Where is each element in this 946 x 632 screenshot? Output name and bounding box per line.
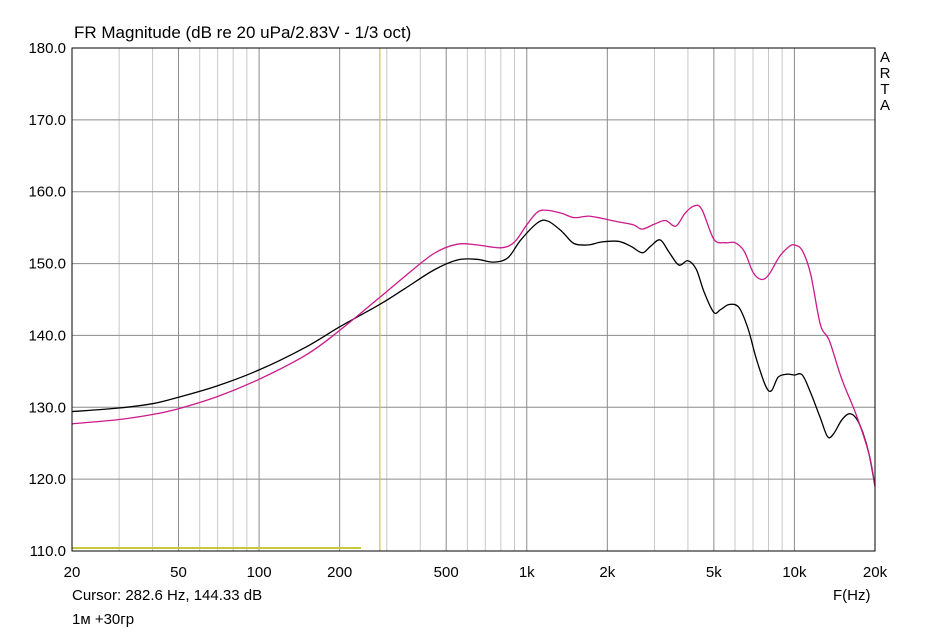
- x-tick-label: 5k: [706, 564, 722, 581]
- y-tick-label: 130.0: [28, 399, 66, 416]
- cursor-readout: Cursor: 282.6 Hz, 144.33 dB: [72, 587, 262, 604]
- x-tick-label: 100: [247, 564, 272, 581]
- y-tick-label: 180.0: [28, 40, 66, 57]
- arta-brand-letter: A: [880, 97, 890, 114]
- chart-title: FR Magnitude (dB re 20 uPa/2.83V - 1/3 o…: [74, 23, 411, 42]
- y-tick-label: 150.0: [28, 256, 66, 273]
- series-layer: [71, 204, 876, 487]
- y-tick-label: 120.0: [28, 471, 66, 488]
- x-tick-label: 50: [170, 564, 187, 581]
- y-tick-label: 110.0: [30, 543, 66, 560]
- y-tick-label: 140.0: [28, 327, 66, 344]
- measurement-caption: 1м +30гр: [72, 611, 134, 628]
- cursor-layer: [72, 48, 381, 551]
- arta-brand-letter: T: [880, 81, 889, 98]
- x-tick-label: 20k: [863, 564, 888, 581]
- x-tick-label: 20: [64, 564, 81, 581]
- arta-brand-letter: R: [880, 65, 891, 82]
- x-tick-label: 1k: [519, 564, 535, 581]
- y-tick-labels: 110.0 120.0 130.0 140.0 150.0 160.0 170.0 180.0: [28, 40, 66, 560]
- x-tick-label: 200: [327, 564, 352, 581]
- series-line-1: [71, 204, 876, 487]
- x-tick-label: 10k: [782, 564, 807, 581]
- plot-frame: [71, 47, 876, 552]
- x-tick-labels: 20 50 100 200 500 1k 2k 5k 10k 20k: [64, 564, 888, 581]
- arta-brand-letter: A: [880, 49, 890, 66]
- x-tick-label: 2k: [599, 564, 615, 581]
- x-axis-label: F(Hz): [833, 587, 871, 604]
- series-line-0: [71, 219, 876, 487]
- x-tick-label: 500: [434, 564, 459, 581]
- y-tick-label: 170.0: [28, 112, 66, 129]
- y-tick-label: 160.0: [28, 184, 66, 201]
